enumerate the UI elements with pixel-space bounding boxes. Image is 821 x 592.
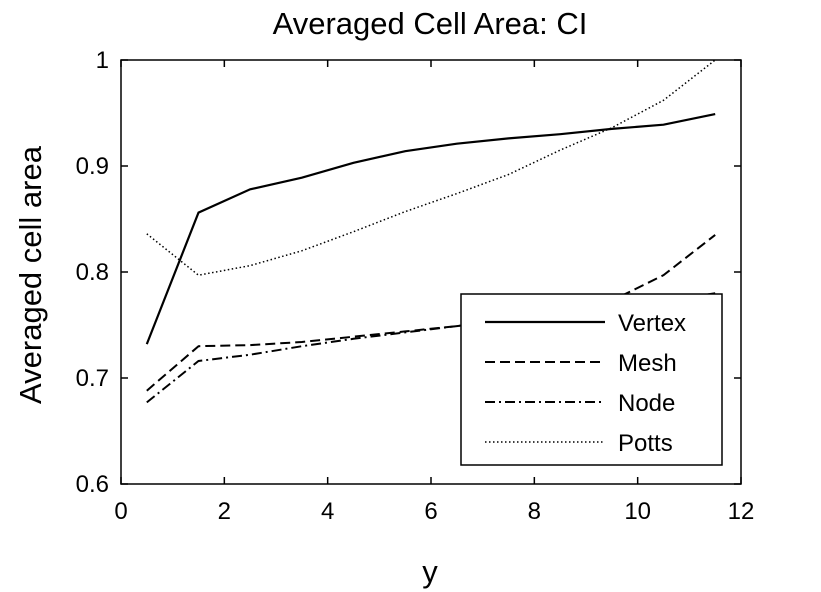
y-tick-label: 0.8 bbox=[76, 259, 109, 286]
y-tick-label: 0.6 bbox=[76, 471, 109, 498]
y-axis-label: Averaged cell area bbox=[13, 145, 48, 404]
legend-label-vertex: Vertex bbox=[618, 310, 686, 337]
legend-label-potts: Potts bbox=[618, 430, 673, 457]
ticks-layer: 0 2 4 6 8 10 12 0.6 0.7 0.8 0.9 1 bbox=[76, 47, 755, 525]
y-tick-label: 0.7 bbox=[76, 365, 109, 392]
x-tick-label: 2 bbox=[218, 498, 231, 525]
series-line-vertex bbox=[145, 113, 716, 345]
x-tick-label: 0 bbox=[114, 498, 127, 525]
x-tick-label: 8 bbox=[528, 498, 541, 525]
y-tick-label: 0.9 bbox=[76, 153, 109, 180]
chart-title: Averaged Cell Area: CI bbox=[273, 6, 588, 41]
x-tick-label: 12 bbox=[728, 498, 755, 525]
x-axis-label: y bbox=[422, 554, 438, 589]
x-tick-label: 10 bbox=[624, 498, 651, 525]
legend-label-mesh: Mesh bbox=[618, 350, 677, 377]
x-tick-label: 4 bbox=[321, 498, 334, 525]
legend: Vertex Mesh Node Potts bbox=[460, 293, 723, 466]
series-line-potts bbox=[146, 59, 716, 277]
y-tick-label: 1 bbox=[96, 47, 109, 74]
series-line-node bbox=[146, 292, 716, 404]
plot-frame bbox=[120, 59, 742, 485]
series-layer bbox=[145, 59, 716, 404]
x-tick-label: 6 bbox=[424, 498, 437, 525]
legend-label-node: Node bbox=[618, 390, 675, 417]
